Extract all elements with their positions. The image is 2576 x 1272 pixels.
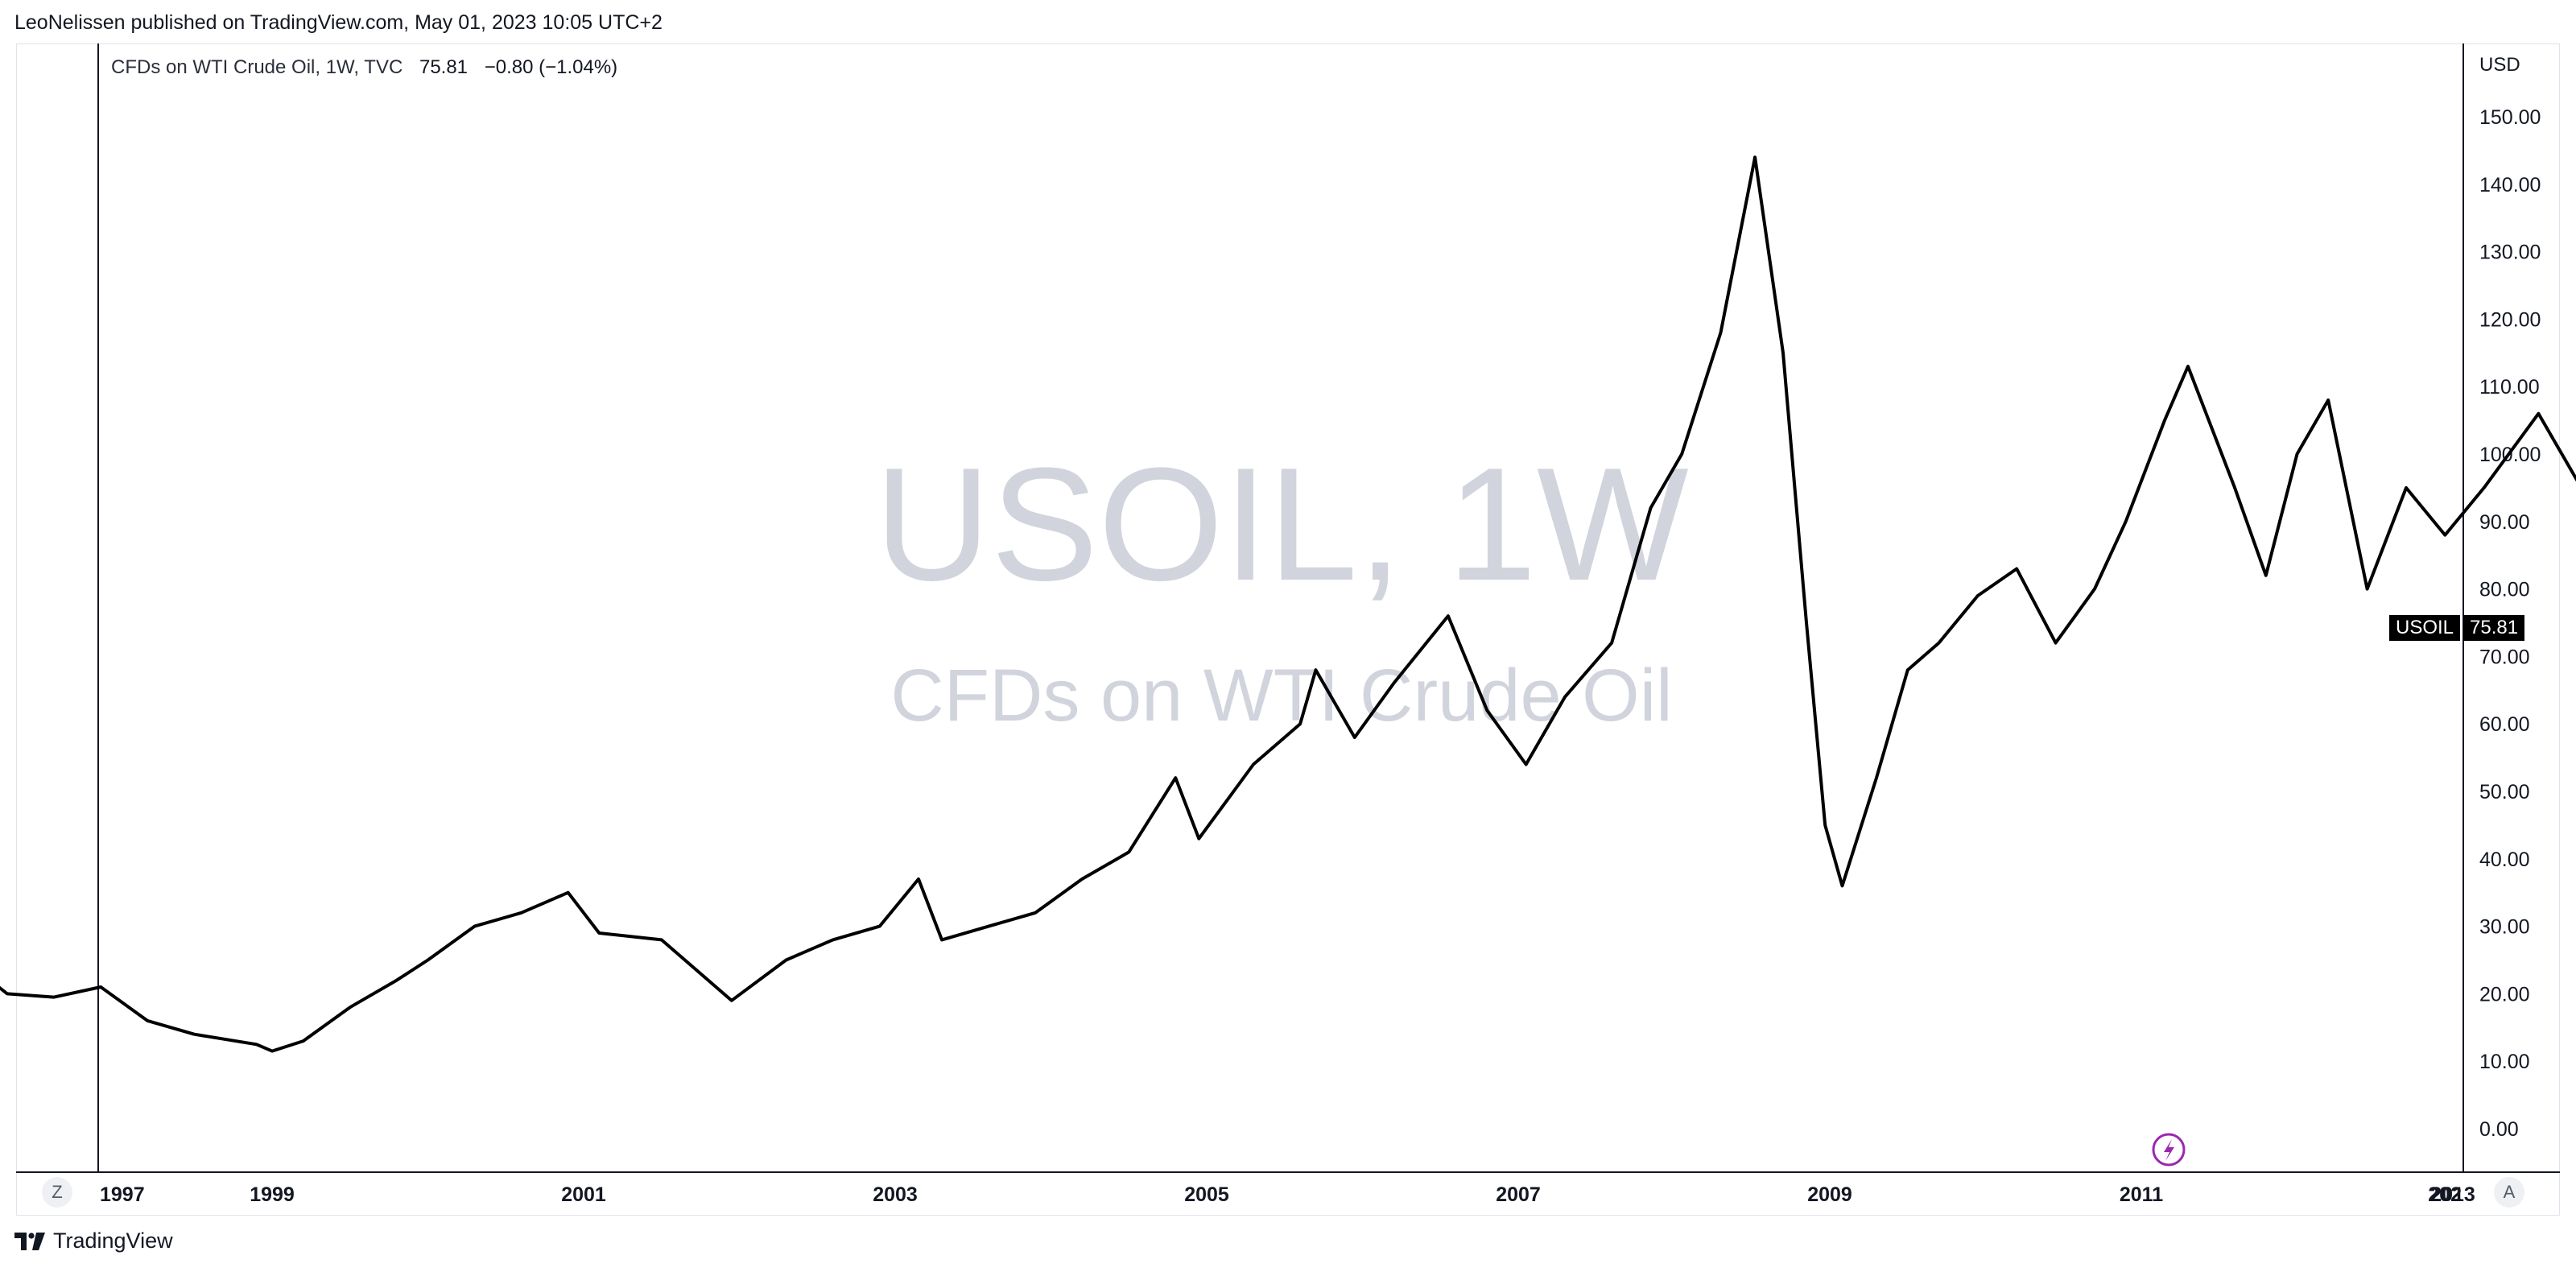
last-price-label: USOIL 75.81 bbox=[2389, 615, 2525, 641]
auto-scale-z-button[interactable]: Z bbox=[42, 1177, 72, 1208]
chart-legend: CFDs on WTI Crude Oil, 1W, TVC 75.81 −0.… bbox=[111, 56, 617, 79]
auto-scale-a-button[interactable]: A bbox=[2494, 1177, 2524, 1208]
legend-change: −0.80 (−1.04%) bbox=[484, 56, 618, 78]
tradingview-brand-text: TradingView bbox=[53, 1229, 173, 1253]
legend-symbol: CFDs on WTI Crude Oil, 1W, TVC bbox=[111, 56, 403, 78]
tradingview-logo-icon bbox=[14, 1232, 45, 1250]
legend-value: 75.81 bbox=[419, 56, 469, 78]
price-label-value: 75.81 bbox=[2463, 615, 2525, 641]
tradingview-footer[interactable]: TradingView bbox=[14, 1229, 173, 1253]
price-label-symbol: USOIL bbox=[2389, 615, 2461, 641]
publisher-caption: LeoNelissen published on TradingView.com… bbox=[14, 11, 663, 34]
chart-frame[interactable] bbox=[16, 43, 2560, 1216]
